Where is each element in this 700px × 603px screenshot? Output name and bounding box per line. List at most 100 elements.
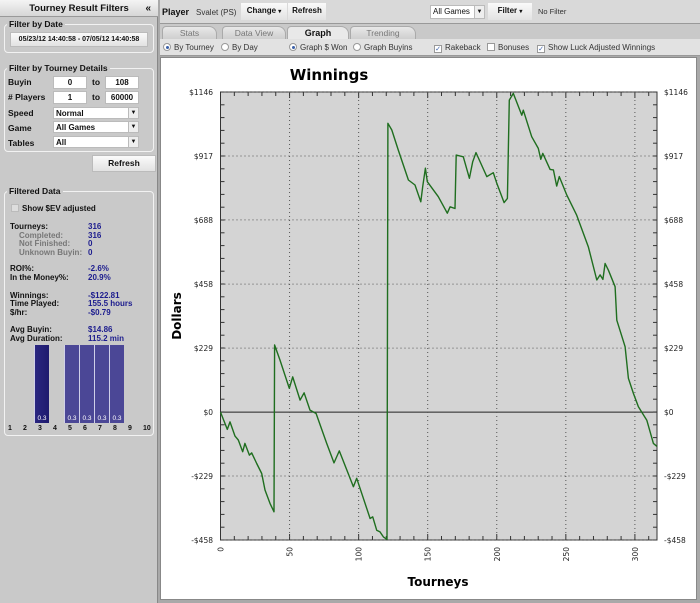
graph-options: By Tourney By Day Graph $ Won Graph Buyi…: [160, 39, 700, 56]
y-axis-label: Dollars: [170, 292, 184, 340]
graph-won-radio[interactable]: Graph $ Won: [289, 43, 347, 52]
stat-label: In the Money%:: [10, 273, 69, 282]
by-tourney-label: By Tourney: [174, 43, 214, 52]
checkmark-icon: ✓: [537, 45, 545, 53]
buyin-to-input[interactable]: 108: [105, 76, 139, 89]
players-to-input[interactable]: 60000: [105, 91, 139, 104]
x-tick-label: 50: [286, 547, 295, 557]
refresh-filters-button[interactable]: Refresh: [92, 155, 156, 172]
filtered-data-group: [4, 191, 154, 436]
y-tick-label-left: -$458: [191, 536, 213, 545]
game-select[interactable]: All Games ▼: [53, 121, 139, 133]
y-tick-label-right: $688: [664, 216, 683, 225]
winnings-chart: Winnings Dollars Tourneys -$458 -$458 -$22…: [160, 57, 697, 600]
stat-value: 316: [88, 231, 102, 240]
filter-label: Filter: [497, 6, 518, 15]
y-tick-label-right: $917: [664, 152, 683, 161]
stat-value: -$0.79: [88, 308, 111, 317]
luck-adjusted-label: Show Luck Adjusted Winnings: [548, 43, 656, 52]
histogram-category: 1: [8, 425, 12, 432]
tab-graph[interactable]: Graph: [287, 26, 349, 39]
tab-stats[interactable]: Stats: [162, 26, 217, 39]
graph-won-label: Graph $ Won: [300, 43, 348, 52]
y-tick-label-left: $917: [194, 152, 213, 161]
histogram-bar-label: 0.3: [97, 415, 107, 422]
graph-buyins-radio[interactable]: Graph Buyins: [353, 43, 412, 52]
tab-trending[interactable]: Trending: [350, 26, 416, 39]
y-tick-label-right: -$458: [664, 536, 686, 545]
collapse-icon[interactable]: «: [145, 3, 151, 14]
x-tick-label: 300: [631, 547, 640, 562]
histogram-category: 8: [113, 425, 117, 432]
buyin-label: Buyin: [8, 77, 32, 87]
y-tick-label-left: $0: [203, 408, 213, 417]
rakeback-checkbox[interactable]: ✓ Rakeback: [434, 43, 481, 53]
histogram-category: 9: [128, 425, 132, 432]
stat-label: ROI%:: [10, 264, 34, 273]
histogram-bar: 0.3: [34, 345, 49, 423]
y-tick-label-right: $229: [664, 344, 683, 353]
chevron-down-icon[interactable]: ▼: [128, 122, 138, 132]
histogram-bar-label: 0.3: [82, 415, 92, 422]
games-value: All Games: [433, 7, 470, 16]
refresh-button[interactable]: Refresh: [288, 3, 326, 20]
chevron-down-icon[interactable]: ▼: [128, 137, 138, 147]
graph-buyins-label: Graph Buyins: [364, 43, 413, 52]
y-tick-label-left: $1146: [189, 88, 213, 97]
by-tourney-radio[interactable]: By Tourney: [163, 43, 214, 52]
stat-value: -2.6%: [88, 264, 109, 273]
stat-value: $14.86: [88, 325, 113, 334]
histogram-category: 3: [38, 425, 42, 432]
speed-value: Normal: [56, 109, 84, 118]
radio-selected-icon: [163, 43, 171, 51]
histogram-category: 2: [23, 425, 27, 432]
y-tick-label-right: $0: [664, 408, 674, 417]
date-range-button[interactable]: 05/23/12 14:40:58 - 07/05/12 14:40:58: [10, 32, 148, 47]
stat-value: 20.9%: [88, 273, 111, 282]
checkmark-icon: ✓: [434, 45, 442, 53]
stat-value: 155.5 hours: [88, 299, 133, 308]
bonuses-label: Bonuses: [498, 43, 530, 52]
histogram-category: 4: [53, 425, 57, 432]
histogram-category: 6: [83, 425, 87, 432]
stat-label: Time Played:: [10, 299, 60, 308]
chevron-down-icon: ▾: [519, 9, 523, 15]
speed-label: Speed: [8, 108, 34, 118]
speed-select[interactable]: Normal ▼: [53, 107, 139, 119]
players-from-input[interactable]: 1: [53, 91, 87, 104]
y-tick-label-right: $1146: [664, 88, 688, 97]
filter-status: No Filter: [538, 7, 567, 16]
x-tick-label: 200: [493, 547, 502, 562]
ev-adjusted-checkbox[interactable]: [11, 204, 19, 212]
game-label: Game: [8, 123, 32, 133]
chart-svg: Winnings Dollars Tourneys -$458 -$458 -$22…: [170, 66, 688, 589]
tables-value: All: [56, 138, 67, 147]
filter-panel: Tourney Result Filters « Filter by Date …: [0, 0, 158, 603]
histogram-category: 5: [68, 425, 72, 432]
checkbox-icon: [487, 43, 495, 51]
by-day-radio[interactable]: By Day: [221, 43, 258, 52]
stat-label: Winnings:: [10, 291, 49, 300]
change-player-button[interactable]: Change ▾: [241, 3, 287, 20]
player-name: Svalet (PS): [196, 8, 237, 17]
luck-adjusted-checkbox[interactable]: ✓ Show Luck Adjusted Winnings: [537, 43, 655, 53]
tab-data-view[interactable]: Data View: [222, 26, 286, 39]
bonuses-checkbox[interactable]: Bonuses: [487, 43, 529, 52]
stat-label: $/hr:: [10, 308, 28, 317]
histogram-bar-label: 0.3: [37, 415, 47, 422]
chevron-down-icon[interactable]: ▼: [128, 108, 138, 118]
y-tick-label-left: $688: [194, 216, 213, 225]
x-tick-label: 250: [562, 547, 571, 562]
y-tick-label-left: -$229: [191, 472, 213, 481]
histogram-bar-label: 0.3: [67, 415, 77, 422]
games-select[interactable]: All Games ▼: [430, 5, 485, 19]
x-tick-label: 0: [217, 547, 226, 552]
chevron-down-icon[interactable]: ▼: [474, 6, 484, 18]
to-label: to: [92, 77, 101, 87]
y-tick-label-left: $229: [194, 344, 213, 353]
filter-button[interactable]: Filter ▾: [488, 3, 532, 20]
buyin-from-input[interactable]: 0: [53, 76, 87, 89]
y-tick-label-right: $458: [664, 280, 683, 289]
histogram-category: 7: [98, 425, 102, 432]
tables-select[interactable]: All ▼: [53, 136, 139, 148]
